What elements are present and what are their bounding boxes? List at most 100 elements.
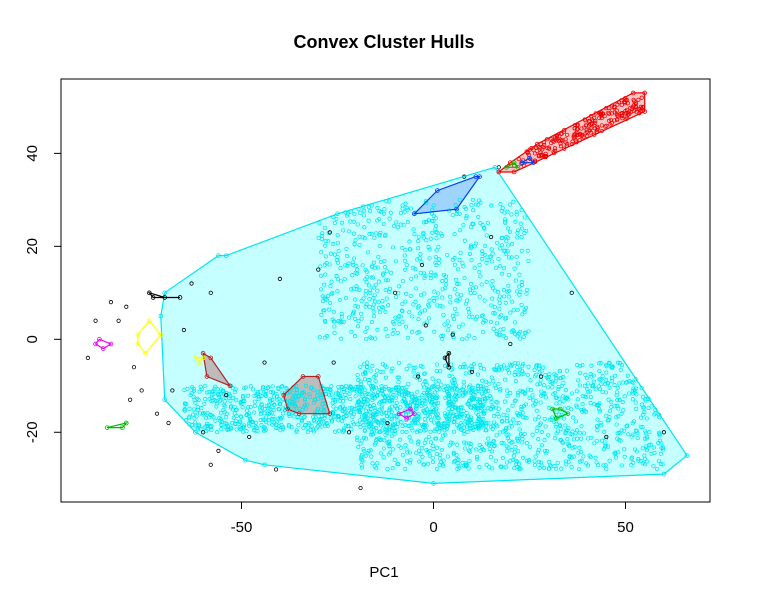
- outlier-point: [131, 365, 137, 370]
- scatter-point: [576, 378, 581, 383]
- scatter-point: [389, 417, 395, 422]
- scatter-point: [377, 430, 382, 435]
- scatter-point: [587, 389, 592, 394]
- scatter-point: [250, 419, 255, 424]
- scatter-point: [499, 440, 504, 445]
- scatter-point: [287, 403, 293, 408]
- scatter-point: [587, 118, 592, 123]
- scatter-point: [515, 464, 520, 469]
- scatter-point: [248, 405, 253, 410]
- scatter-point: [451, 330, 456, 336]
- scatter-point: [420, 393, 425, 398]
- scatter-point: [423, 427, 429, 432]
- scatter-point: [368, 368, 373, 373]
- scatter-point: [612, 118, 617, 123]
- scatter-point: [517, 292, 522, 297]
- scatter-point: [398, 314, 403, 319]
- scatter-point: [600, 374, 605, 379]
- scatter-point: [613, 455, 619, 460]
- scatter-point: [604, 362, 609, 368]
- scatter-point: [477, 442, 482, 448]
- scatter-point: [231, 415, 236, 420]
- scatter-point: [445, 252, 450, 258]
- scatter-point: [625, 112, 630, 117]
- hull-vertex-point: [281, 392, 287, 398]
- scatter-point: [421, 230, 426, 235]
- scatter-point: [323, 238, 328, 243]
- scatter-point: [507, 370, 512, 375]
- scatter-point: [223, 420, 228, 426]
- scatter-point: [358, 404, 363, 410]
- scatter-point: [471, 406, 476, 411]
- scatter-point: [400, 452, 405, 458]
- x-tick-label: -50: [231, 519, 253, 536]
- scatter-point: [456, 281, 461, 286]
- outlier-point: [247, 434, 252, 440]
- scatter-point: [464, 216, 469, 221]
- scatter-point: [481, 393, 486, 399]
- scatter-point: [486, 389, 491, 394]
- scatter-point: [480, 329, 485, 335]
- scatter-point: [435, 362, 440, 367]
- scatter-point: [494, 363, 500, 368]
- scatter-point: [356, 378, 361, 383]
- scatter-point: [554, 419, 559, 424]
- scatter-point: [336, 418, 341, 423]
- scatter-point: [441, 433, 446, 438]
- scatter-point: [242, 423, 247, 428]
- hull-vertex-point: [100, 346, 106, 351]
- scatter-point: [390, 466, 395, 471]
- scatter-point: [566, 397, 571, 402]
- scatter-point: [363, 387, 368, 393]
- scatter-point: [394, 385, 399, 390]
- scatter-point: [598, 420, 603, 425]
- y-tick-label: 40: [24, 145, 41, 162]
- scatter-point: [353, 238, 358, 243]
- scatter-point: [592, 402, 597, 407]
- scatter-point: [185, 386, 190, 391]
- scatter-point: [365, 451, 370, 456]
- scatter-point: [624, 115, 629, 120]
- scatter-point: [359, 420, 364, 425]
- scatter-point: [476, 388, 481, 393]
- scatter-point: [563, 430, 568, 435]
- scatter-point: [467, 441, 472, 446]
- scatter-point: [457, 258, 462, 263]
- scatter-point: [589, 374, 594, 379]
- scatter-point: [318, 389, 323, 394]
- scatter-point: [636, 457, 641, 462]
- hull-vertex-point: [223, 253, 229, 258]
- outlier-point: [393, 290, 398, 295]
- scatter-point: [423, 401, 428, 406]
- scatter-point: [433, 436, 438, 441]
- hull-outline-0: [160, 166, 688, 485]
- scatter-point: [217, 391, 222, 396]
- scatter-point: [641, 405, 646, 410]
- scatter-point: [262, 407, 267, 412]
- scatter-point: [494, 329, 499, 334]
- hull-vertex-point: [557, 406, 563, 412]
- scatter-point: [652, 412, 657, 417]
- scatter-point: [390, 399, 395, 404]
- scatter-point: [453, 406, 458, 411]
- scatter-point: [425, 407, 430, 412]
- scatter-point: [429, 270, 434, 275]
- scatter-point: [251, 425, 256, 430]
- scatter-point: [259, 423, 264, 428]
- scatter-point: [516, 466, 521, 472]
- scatter-point: [538, 400, 543, 405]
- scatter-point: [515, 413, 521, 418]
- outlier-point: [316, 267, 321, 272]
- hull-vertex-point: [442, 355, 448, 361]
- scatter-point: [262, 418, 267, 423]
- scatter-point: [488, 455, 493, 460]
- scatter-point: [311, 388, 316, 393]
- scatter-point: [382, 207, 387, 212]
- scatter-point: [362, 413, 367, 418]
- scatter-point: [427, 298, 432, 303]
- scatter-point: [382, 398, 387, 404]
- scatter-point: [330, 290, 335, 296]
- scatter-point: [294, 428, 299, 433]
- scatter-point: [339, 314, 344, 319]
- scatter-point: [453, 306, 458, 311]
